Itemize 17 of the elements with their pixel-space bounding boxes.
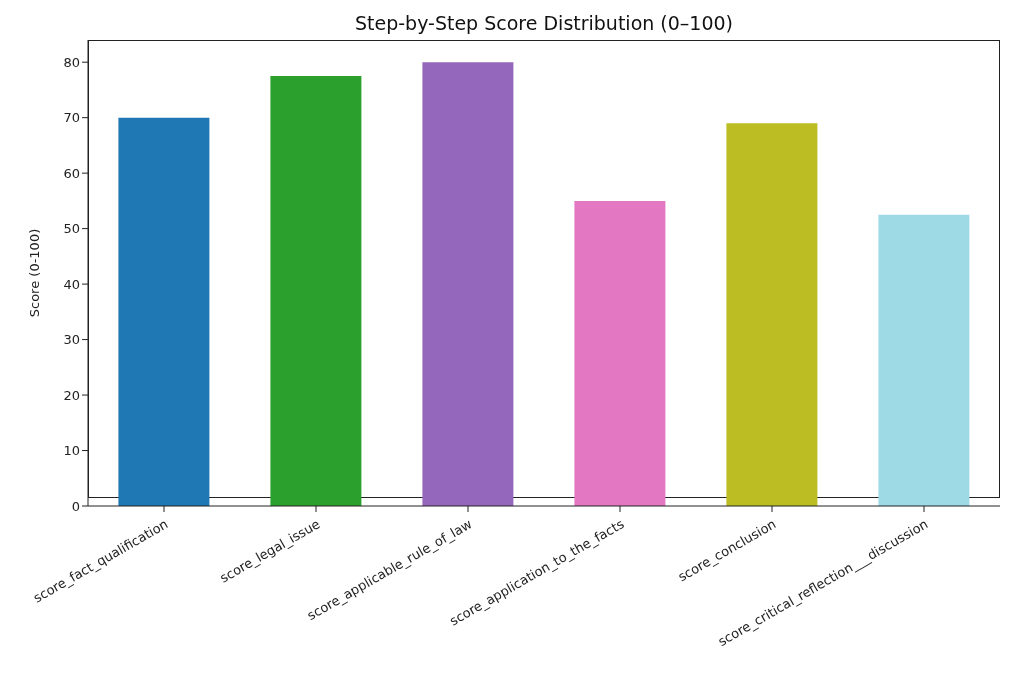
chart-title: Step-by-Step Score Distribution (0–100)	[353, 12, 735, 34]
y-tick-label: 60	[63, 165, 80, 181]
y-axis-title: Score (0-100)	[26, 228, 42, 318]
bar	[878, 214, 970, 506]
bar	[574, 200, 666, 506]
y-tick-label: 0	[71, 498, 80, 514]
y-tick-label: 70	[63, 110, 80, 126]
bar	[422, 62, 514, 506]
y-tick-label: 10	[63, 443, 80, 459]
y-tick-label: 80	[63, 54, 80, 70]
y-tick-label: 40	[63, 276, 80, 292]
bar	[726, 123, 818, 506]
y-tick-label: 30	[63, 332, 80, 348]
y-tick-label: 50	[63, 221, 80, 237]
bar	[118, 117, 210, 506]
bar	[270, 76, 362, 506]
y-tick-label: 20	[63, 387, 80, 403]
